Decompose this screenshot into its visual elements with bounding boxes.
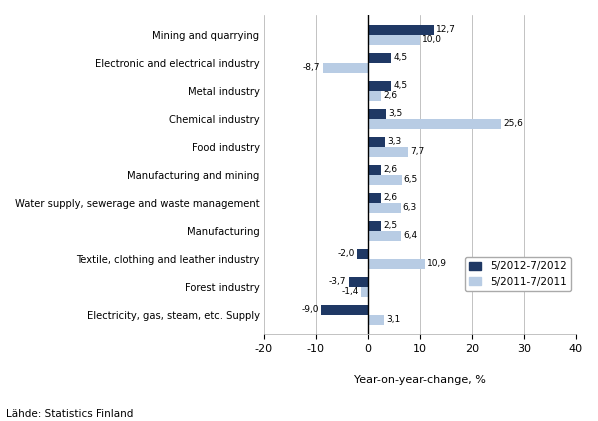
Bar [368, 315, 384, 325]
Bar [368, 231, 401, 241]
Legend: 5/2012-7/2012, 5/2011-7/2011: 5/2012-7/2012, 5/2011-7/2011 [465, 257, 570, 291]
Bar [368, 221, 381, 231]
Text: 2,6: 2,6 [383, 165, 398, 174]
Bar [368, 193, 382, 203]
Bar [322, 63, 368, 73]
Bar [368, 136, 385, 147]
Text: 2,6: 2,6 [383, 193, 398, 202]
Text: 3,1: 3,1 [386, 315, 400, 324]
Text: 2,6: 2,6 [383, 91, 398, 100]
Text: -1,4: -1,4 [341, 287, 358, 296]
Bar [368, 24, 434, 35]
Text: -3,7: -3,7 [329, 277, 346, 286]
Bar [368, 203, 401, 213]
Bar [321, 305, 368, 315]
Text: 10,0: 10,0 [422, 35, 442, 44]
Text: -9,0: -9,0 [301, 305, 319, 314]
Text: 25,6: 25,6 [503, 119, 523, 128]
Bar [368, 53, 391, 63]
Text: 10,9: 10,9 [426, 259, 447, 268]
Text: 4,5: 4,5 [393, 81, 407, 90]
X-axis label: Year-on-year-change, %: Year-on-year-change, % [354, 375, 486, 385]
Bar [361, 287, 368, 297]
Text: 6,3: 6,3 [402, 203, 417, 212]
Bar [368, 91, 382, 101]
Text: 3,3: 3,3 [387, 137, 401, 146]
Bar [368, 109, 386, 119]
Bar [368, 35, 420, 45]
Bar [358, 249, 368, 259]
Text: 7,7: 7,7 [410, 147, 424, 156]
Bar [349, 277, 368, 287]
Bar [368, 119, 501, 129]
Bar [368, 147, 408, 157]
Text: -2,0: -2,0 [338, 249, 355, 258]
Bar [368, 80, 391, 91]
Text: 4,5: 4,5 [393, 53, 407, 62]
Text: Lähde: Statistics Finland: Lähde: Statistics Finland [6, 409, 133, 419]
Bar [368, 165, 382, 175]
Bar [368, 175, 402, 185]
Text: -8,7: -8,7 [303, 63, 321, 72]
Text: 2,5: 2,5 [383, 221, 397, 230]
Text: 6,5: 6,5 [404, 175, 418, 184]
Text: 6,4: 6,4 [403, 231, 417, 240]
Bar [368, 259, 425, 269]
Text: 12,7: 12,7 [436, 25, 456, 34]
Text: 3,5: 3,5 [388, 109, 402, 118]
